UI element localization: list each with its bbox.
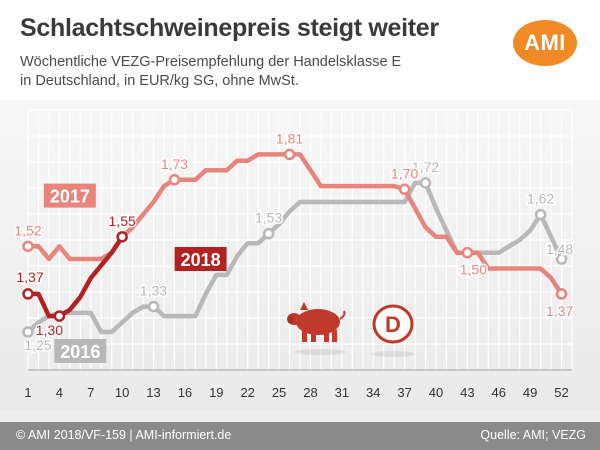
data-point-2016 <box>419 177 432 189</box>
chart-title: Schlachtschweinepreis steigt weiter <box>20 14 439 42</box>
line-chart: 1 4 7 10 13 16 19 22 25 28 31 34 37 40 43 46 49 521,251,3… <box>13 109 575 400</box>
series-tag-box-2016 <box>54 338 107 363</box>
x-tick-label: 40 <box>429 385 443 400</box>
data-label-2017: 1,37 <box>546 303 573 319</box>
ami-logo: AMI <box>513 20 577 66</box>
data-label-2018: 1,55 <box>109 213 136 229</box>
data-point-2018 <box>116 231 128 243</box>
subtitle-line-1: Wöchentliche VEZG-Preisempfehlung der Ha… <box>20 54 402 70</box>
x-tick-label: 13 <box>146 385 160 400</box>
x-tick-label: 25 <box>272 385 286 400</box>
data-point-2017 <box>461 246 474 259</box>
x-tick-label: 34 <box>366 385 380 400</box>
series-tag-2018: 2018 <box>181 250 221 270</box>
data-point-2017 <box>398 183 411 196</box>
data-point-2018 <box>53 310 66 322</box>
data-label-2017: 1,70 <box>391 165 418 181</box>
footer-copyright: © AMI 2018/VF-159 | AMI-informiert.de <box>16 428 232 442</box>
data-label-2017: 1,81 <box>276 130 303 146</box>
footer-band <box>0 410 600 422</box>
x-tick-label: 4 <box>56 385 63 400</box>
x-tick-label: 1 <box>24 385 31 400</box>
data-point-2016 <box>147 300 160 313</box>
data-point-2016 <box>262 227 275 240</box>
data-point-2016 <box>555 253 568 265</box>
country-badge-d <box>371 304 415 357</box>
data-label-2016: 1,48 <box>546 241 573 257</box>
data-point-2018 <box>22 288 34 300</box>
footer-source: Quelle: AMI; VEZG <box>480 428 586 442</box>
x-tick-label: 43 <box>460 385 474 400</box>
x-tick-label: 22 <box>240 385 254 400</box>
x-tick-label: 16 <box>178 385 192 400</box>
x-tick-label: 52 <box>554 385 568 400</box>
data-label-2017: 1,50 <box>460 262 487 278</box>
series-tag-box-2017 <box>43 183 96 208</box>
data-label-2017: 1,52 <box>14 222 41 238</box>
footer: © AMI 2018/VF-159 | AMI-informiert.de Qu… <box>0 422 600 450</box>
data-point-2017 <box>168 174 181 186</box>
series-tag-box-2018 <box>174 247 227 272</box>
series-tag-2016: 2016 <box>60 342 100 362</box>
x-tick-label: 10 <box>115 385 129 400</box>
x-tick-label: 28 <box>303 385 317 400</box>
data-point-2016 <box>22 326 34 338</box>
data-point-2016 <box>534 208 547 221</box>
x-tick-label: 31 <box>335 385 349 400</box>
series-line-2018 <box>25 234 125 319</box>
data-label-2016: 1,62 <box>527 191 554 207</box>
x-tick-label: 46 <box>492 385 506 400</box>
header: Schlachtschweinepreis steigt weiter Wöch… <box>0 0 600 110</box>
data-label-2016: 1,25 <box>24 337 51 353</box>
chart-area: 1 4 7 10 13 16 19 22 25 28 31 34 37 40 43 46 49 52 1,25 1,3… <box>0 100 600 410</box>
data-label-2018: 1,37 <box>16 269 43 285</box>
x-tick-label: 19 <box>209 385 223 400</box>
data-label-2016: 1,72 <box>412 159 439 175</box>
data-label-2016: 1,33 <box>140 283 167 299</box>
data-point-2017 <box>22 240 34 253</box>
country-badge-letter: D <box>385 312 401 337</box>
subtitle-line-2: in Deutschland, in EUR/kg SG, ohne MwSt. <box>20 73 299 89</box>
data-label-2016: 1,53 <box>255 210 282 226</box>
data-point-2017 <box>283 148 296 161</box>
chart-subtitle: Wöchentliche VEZG-Preisempfehlung der Ha… <box>20 53 460 91</box>
x-tick-label: 49 <box>523 385 537 400</box>
series-tag-2017: 2017 <box>50 187 90 207</box>
x-tick-label: 37 <box>397 385 411 400</box>
data-label-2018: 1,30 <box>36 322 63 338</box>
data-point-2017 <box>555 288 568 300</box>
pig-icon <box>287 302 346 355</box>
x-tick-label: 7 <box>87 385 94 400</box>
data-label-2017: 1,73 <box>161 156 188 172</box>
